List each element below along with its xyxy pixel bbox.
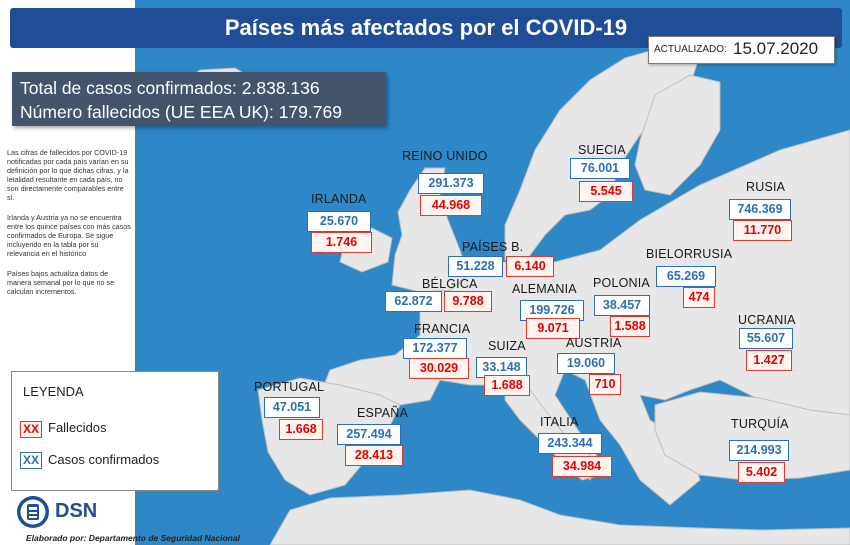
confirmed-alemania: 199.726 bbox=[520, 300, 584, 321]
updated-label: ACTUALIZADO: bbox=[654, 44, 727, 55]
confirmed-rusia: 746.369 bbox=[729, 199, 791, 220]
updated-box: ACTUALIZADO: 15.07.2020 bbox=[648, 36, 835, 64]
total-deaths: Número fallecidos (UE EEA UK): 179.769 bbox=[20, 102, 342, 122]
country-name-ucrania: UCRANIA bbox=[738, 313, 796, 327]
country-name-alemania: ALEMANIA bbox=[512, 282, 577, 296]
deaths-ucrania: 1.427 bbox=[746, 350, 792, 371]
deaths-rusia: 11.770 bbox=[733, 220, 792, 241]
land-north-africa bbox=[269, 489, 850, 545]
confirmed-polonia: 38.457 bbox=[594, 295, 650, 316]
confirmed-austria: 19.060 bbox=[557, 353, 615, 374]
confirmed-francia: 172.377 bbox=[403, 338, 467, 359]
country-name-suiza: SUIZA bbox=[488, 339, 526, 353]
legend-confirmed-label: Casos confirmados bbox=[48, 452, 160, 467]
note-1: Las cifras de fallecidos por COVID-19 no… bbox=[7, 148, 129, 202]
deaths-bielorrusia: 474 bbox=[683, 287, 715, 308]
legend-title: LEYENDA bbox=[23, 384, 84, 399]
deaths-reino-unido: 44.968 bbox=[420, 195, 482, 216]
confirmed-bielorrusia: 65.269 bbox=[656, 266, 716, 287]
deaths-alemania: 9.071 bbox=[526, 318, 580, 339]
dsn-seal-icon bbox=[17, 496, 49, 528]
deaths-suiza: 1.688 bbox=[484, 375, 530, 396]
deaths-austria: 710 bbox=[589, 374, 621, 395]
notes: Las cifras de fallecidos por COVID-19 no… bbox=[7, 148, 132, 307]
deaths-portugal: 1.668 bbox=[279, 419, 323, 440]
country-name-reino-unido: REINO UNIDO bbox=[402, 149, 488, 163]
deaths-espana: 28.413 bbox=[345, 445, 403, 466]
country-name-turquia: TURQUÍA bbox=[731, 417, 789, 431]
land-finland bbox=[634, 74, 721, 196]
country-name-suecia: SUECIA bbox=[578, 143, 626, 157]
land-turkey bbox=[654, 391, 850, 481]
country-name-rusia: RUSIA bbox=[746, 180, 786, 194]
deaths-francia: 30.029 bbox=[409, 358, 469, 379]
totals-box: Total de casos confirmados: 2.838.136 Nú… bbox=[12, 72, 386, 126]
legend-deaths-marker: XX bbox=[20, 421, 42, 438]
confirmed-portugal: 47.051 bbox=[264, 397, 320, 418]
country-name-espana: ESPAÑA bbox=[357, 406, 408, 420]
deaths-turquia: 5.402 bbox=[738, 462, 785, 483]
confirmed-irlanda: 25.670 bbox=[307, 211, 371, 232]
country-name-bielorrusia: BIELORRUSIA bbox=[646, 247, 733, 261]
country-name-paises-b: PAÍSES B. bbox=[462, 240, 524, 254]
deaths-irlanda: 1.746 bbox=[311, 232, 372, 253]
confirmed-reino-unido: 291.373 bbox=[418, 173, 484, 194]
legend-confirmed-marker: XX bbox=[20, 452, 42, 469]
confirmed-italia: 243.344 bbox=[538, 433, 602, 454]
legend: LEYENDA XX Fallecidos XX Casos confirmad… bbox=[11, 371, 219, 491]
note-3: Países bajos actualiza datos de manera s… bbox=[7, 269, 115, 296]
confirmed-belgica: 62.872 bbox=[385, 291, 442, 312]
country-name-francia: FRANCIA bbox=[414, 322, 471, 336]
country-name-polonia: POLONIA bbox=[593, 276, 650, 290]
header-bar: Países más afectados por el COVID-19 bbox=[10, 8, 842, 48]
page-title: Países más afectados por el COVID-19 bbox=[224, 15, 628, 40]
country-name-austria: AUSTRIA bbox=[566, 336, 622, 350]
land-mainland bbox=[319, 129, 850, 506]
confirmed-suecia: 76.001 bbox=[570, 158, 630, 179]
confirmed-turquia: 214.993 bbox=[729, 440, 789, 461]
country-name-belgica: BÉLGICA bbox=[422, 277, 478, 291]
confirmed-paises-b: 51.228 bbox=[448, 256, 503, 277]
updated-date: 15.07.2020 bbox=[733, 39, 819, 58]
credit-text: Elaborado por: Departamento de Seguridad… bbox=[26, 533, 240, 543]
deaths-paises-b: 6.140 bbox=[506, 256, 554, 277]
country-name-italia: ITALIA bbox=[540, 415, 579, 429]
confirmed-ucrania: 55.607 bbox=[739, 328, 793, 349]
country-name-irlanda: IRLANDA bbox=[311, 192, 367, 206]
deaths-italia: 34.984 bbox=[552, 456, 612, 477]
confirmed-espana: 257.494 bbox=[337, 424, 401, 445]
total-confirmed: Total de casos confirmados: 2.838.136 bbox=[20, 78, 320, 98]
deaths-belgica: 9.788 bbox=[444, 291, 492, 312]
country-name-portugal: PORTUGAL bbox=[254, 380, 325, 394]
note-2: Irlanda y Austria ya no se encuentra ent… bbox=[7, 213, 131, 258]
brand-name: DSN bbox=[55, 500, 98, 522]
legend-deaths-label: Fallecidos bbox=[48, 420, 107, 435]
deaths-polonia: 1.588 bbox=[610, 316, 650, 337]
deaths-suecia: 5.545 bbox=[579, 181, 633, 202]
